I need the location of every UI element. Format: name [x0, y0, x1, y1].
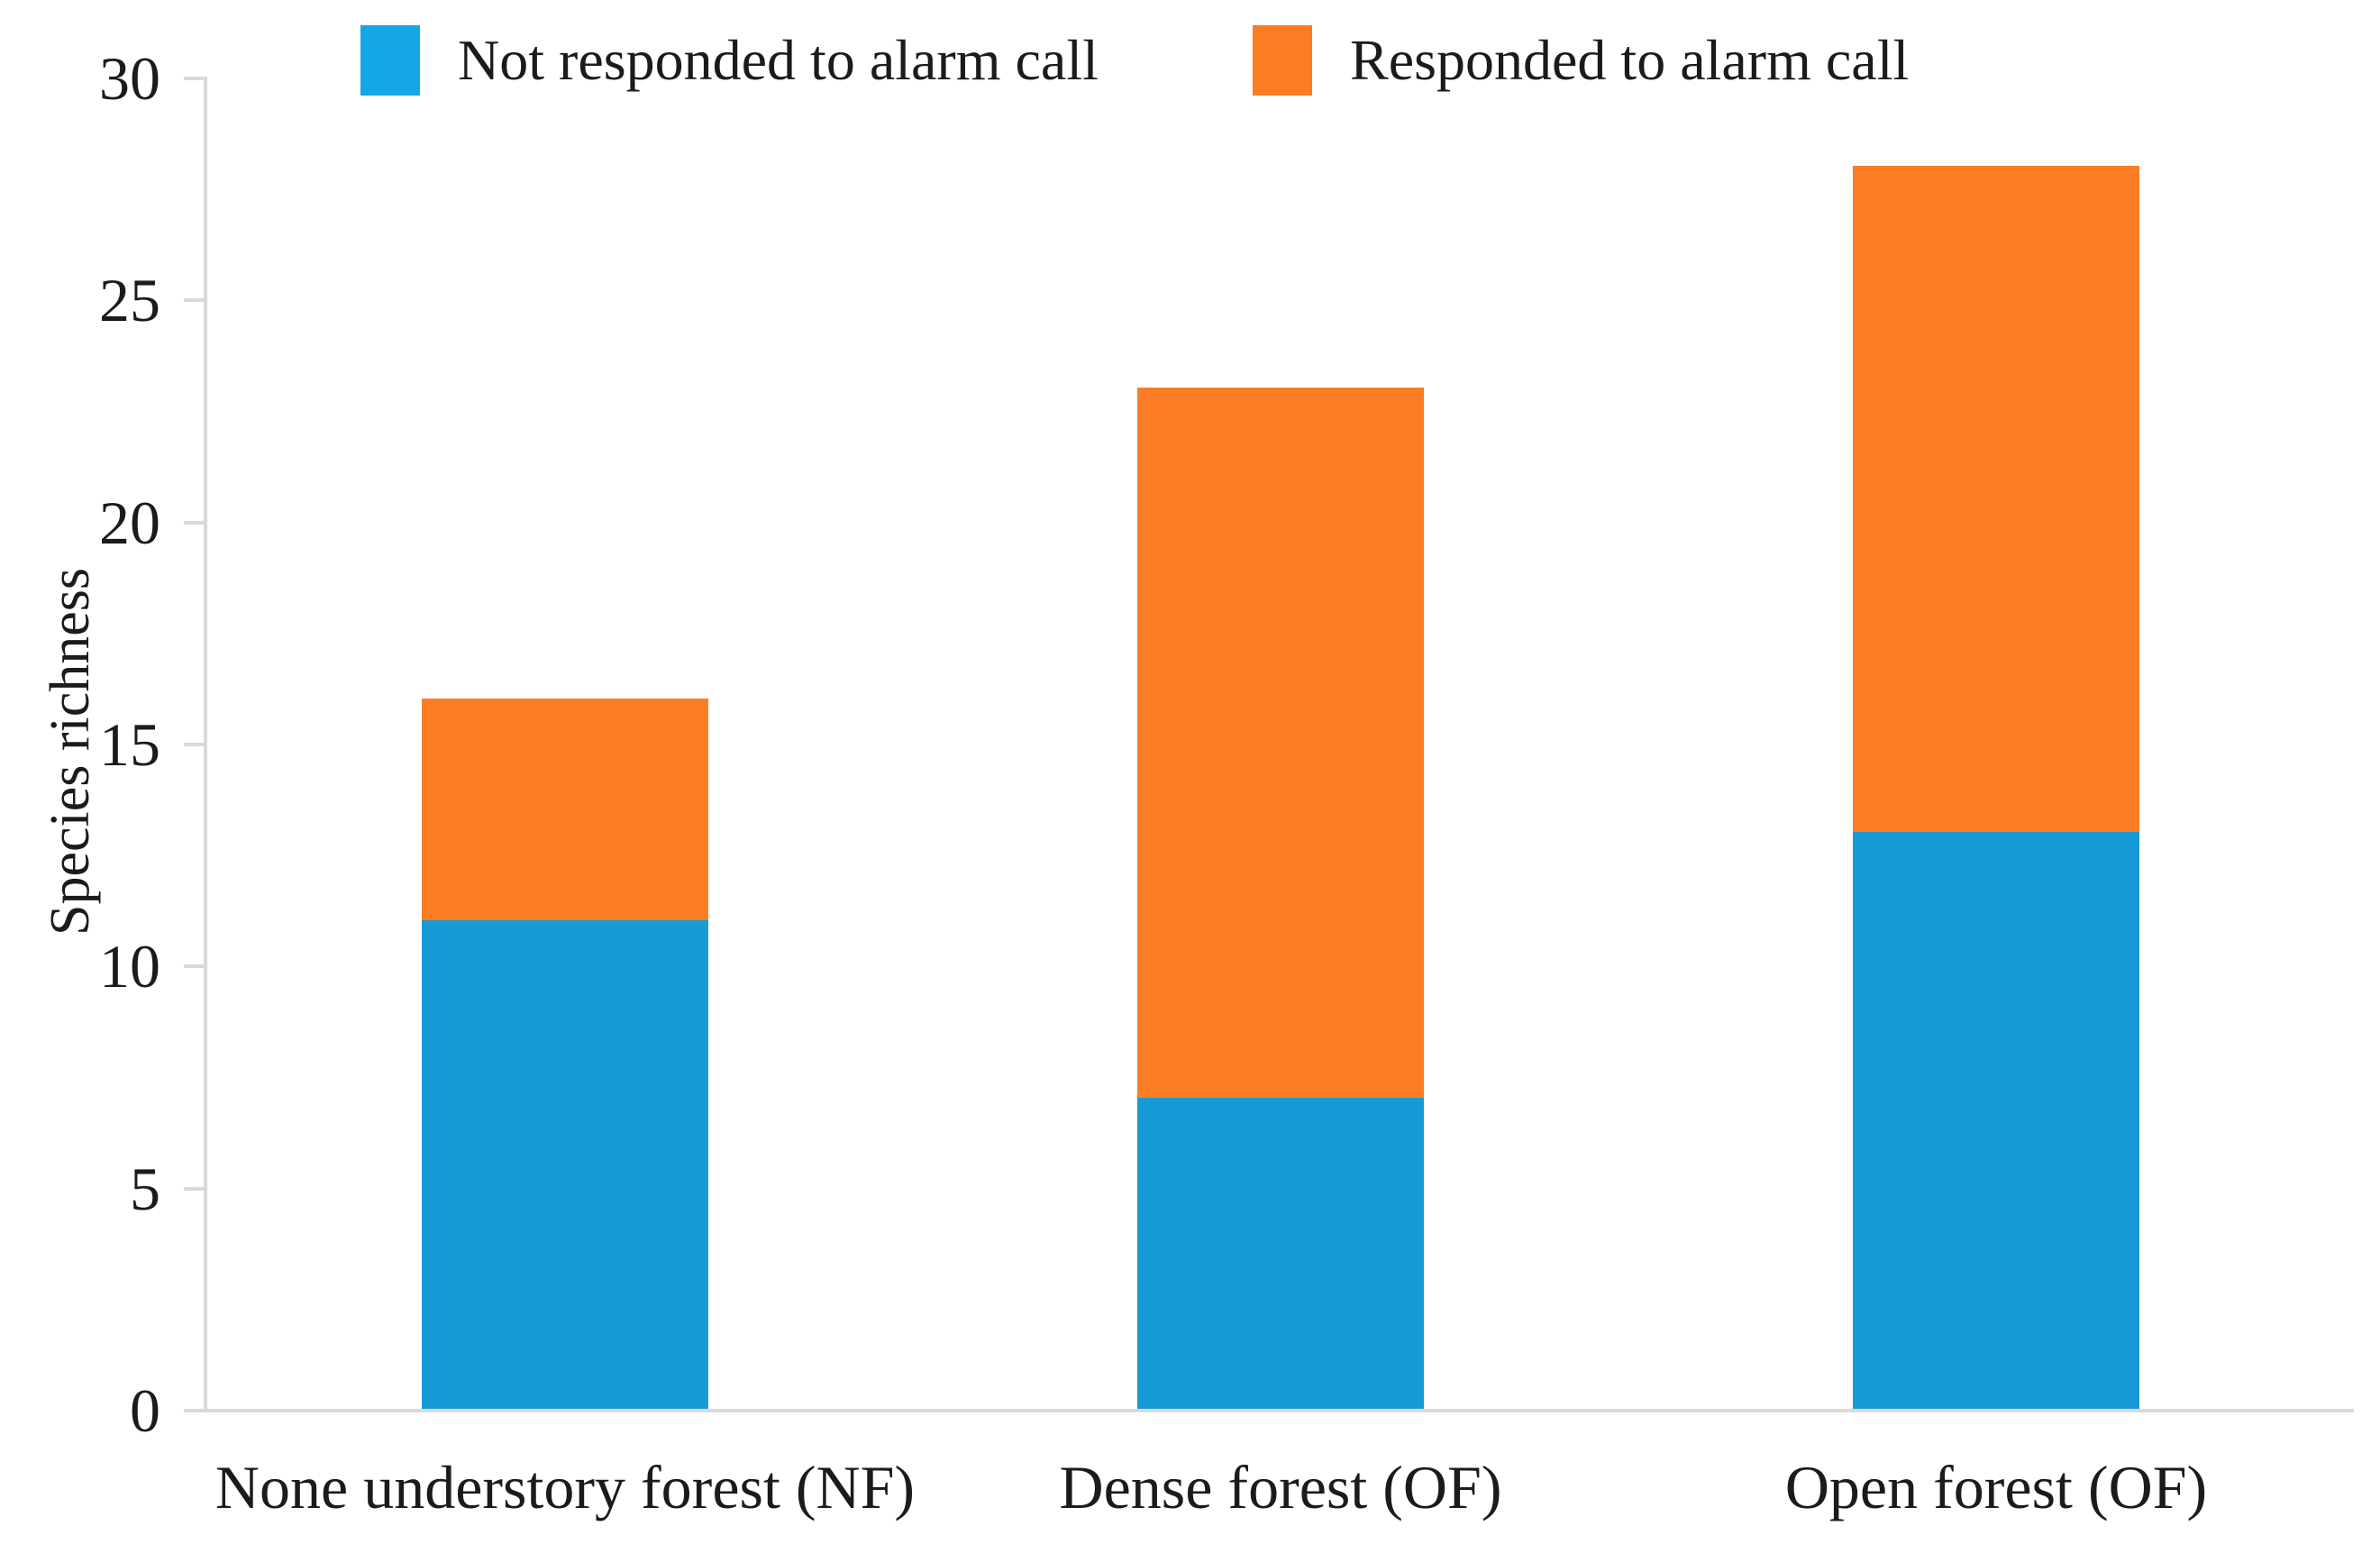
- y-tick-label: 25: [99, 266, 160, 334]
- x-category-label-1: Dense forest (OF): [1059, 1453, 1502, 1521]
- bar-segment-not-responded-2: [1853, 832, 2139, 1409]
- y-tick-mark: [184, 521, 204, 525]
- y-tick-mark: [184, 743, 204, 746]
- bar-segment-responded-1: [1137, 388, 1424, 1098]
- legend-label-not-responded: Not responded to alarm call: [458, 28, 1099, 92]
- bar-segment-responded-0: [422, 699, 708, 920]
- bar-segment-not-responded-1: [1137, 1098, 1424, 1409]
- y-tick-mark: [184, 1187, 204, 1191]
- bar-segment-not-responded-0: [422, 920, 708, 1409]
- legend-label-responded: Responded to alarm call: [1350, 28, 1910, 92]
- y-axis-line: [204, 77, 207, 1412]
- y-tick-label: 15: [99, 710, 160, 779]
- legend-swatch-icon-not-responded: [360, 25, 420, 96]
- y-tick-label: 5: [130, 1155, 160, 1223]
- legend-item-not-responded: Not responded to alarm call: [360, 25, 1099, 96]
- x-category-label-2: Open forest (OF): [1784, 1453, 2208, 1521]
- x-category-label-0: None understory forest (NF): [214, 1453, 916, 1521]
- chart-legend: Not responded to alarm call Responded to …: [0, 0, 2380, 126]
- y-tick-label: 20: [99, 489, 160, 557]
- y-tick-mark: [184, 1409, 204, 1412]
- x-axis-line: [204, 1409, 2354, 1412]
- y-tick-mark: [184, 298, 204, 302]
- legend-item-responded: Responded to alarm call: [1253, 25, 1909, 96]
- y-tick-label: 30: [99, 44, 160, 113]
- bar-segment-responded-2: [1853, 166, 2139, 832]
- y-tick-mark: [184, 77, 204, 80]
- y-tick-mark: [184, 964, 204, 968]
- y-tick-label: 10: [99, 932, 160, 1000]
- legend-swatch-icon-responded: [1253, 25, 1312, 96]
- y-tick-label: 0: [130, 1376, 160, 1445]
